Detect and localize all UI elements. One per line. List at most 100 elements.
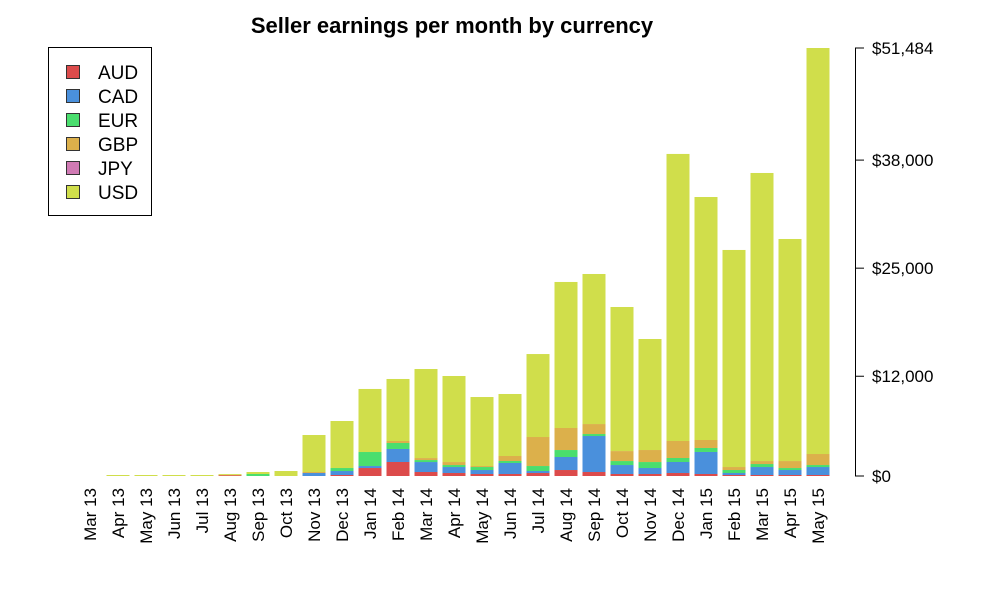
bar-aud-apr-14 (442, 473, 466, 476)
x-tick-label: Oct 13 (277, 488, 296, 538)
bar-usd-apr-13 (106, 475, 130, 476)
bar-usd-dec-14 (666, 153, 690, 442)
bar-usd-aug-13 (218, 474, 242, 475)
bar-aud-mar-14 (414, 472, 438, 476)
bar-cad-feb-15 (722, 473, 746, 476)
y-tick-label: $38,000 (872, 151, 933, 170)
legend: AUD CAD EUR GBP JPY USD (48, 47, 152, 216)
bar-usd-nov-14 (638, 338, 662, 451)
bar-cad-nov-14 (638, 468, 662, 475)
x-tick-label: Jun 14 (501, 488, 520, 539)
x-tick-label: Jul 14 (529, 488, 548, 533)
bar-gbp-feb-15 (722, 467, 746, 471)
bar-usd-mar-15 (750, 172, 774, 462)
bar-aud-oct-14 (610, 474, 634, 476)
bar-cad-mar-14 (414, 462, 438, 473)
bar-usd-aug-14 (554, 281, 578, 428)
bar-aud-jan-15 (694, 474, 718, 476)
bar-cad-jul-14 (526, 471, 550, 474)
bar-gbp-oct-14 (610, 451, 634, 462)
legend-swatch-jpy (66, 161, 80, 175)
legend-label-usd: USD (98, 183, 138, 204)
bar-aud-aug-14 (554, 470, 578, 476)
bar-aud-nov-14 (638, 474, 662, 476)
bar-cad-jun-14 (498, 462, 522, 475)
bar-usd-apr-14 (442, 375, 466, 463)
bar-eur-apr-14 (442, 465, 466, 468)
x-tick-label: Dec 14 (669, 488, 688, 542)
bar-aud-feb-15 (722, 475, 746, 476)
bar-aud-apr-15 (778, 475, 802, 476)
bar-eur-oct-14 (610, 461, 634, 466)
x-tick-label: Jun 13 (165, 488, 184, 539)
bar-usd-may-13 (134, 475, 158, 476)
bar-eur-mar-15 (750, 464, 774, 468)
x-axis-labels: Mar 13 Apr 13 May 13 Jun 13 Jul 13 Aug 13 Sep … (81, 488, 828, 544)
x-tick-label: Dec 13 (333, 488, 352, 542)
bar-gbp-aug-14 (554, 427, 578, 451)
bar-aud-jun-14 (498, 474, 522, 476)
bar-aud-mar-15 (750, 475, 774, 476)
x-tick-label: Apr 13 (109, 488, 128, 538)
y-axis: $0 $12,000 $25,000 $38,000 $51,484 (855, 39, 933, 486)
legend-swatch-usd (66, 185, 80, 199)
x-tick-label: Sep 13 (249, 488, 268, 542)
bar-gbp-jun-14 (498, 456, 522, 461)
bar-cad-mar-15 (750, 467, 774, 476)
x-tick-label: May 14 (473, 488, 492, 544)
bar-eur-jul-14 (526, 466, 550, 472)
bar-eur-jan-14 (358, 452, 382, 467)
legend-swatch-cad (66, 89, 80, 103)
bar-gbp-may-15 (806, 454, 830, 466)
bar-eur-dec-13 (330, 468, 354, 472)
bar-cad-apr-14 (442, 467, 466, 474)
x-tick-label: Mar 15 (753, 488, 772, 541)
x-tick-label: May 13 (137, 488, 156, 544)
bar-gbp-aug-13 (218, 474, 242, 476)
x-tick-label: Oct 14 (613, 488, 632, 538)
bar-aud-sep-14 (582, 472, 606, 476)
legend-label-cad: CAD (98, 87, 138, 108)
bar-aud-aug-13 (218, 475, 242, 476)
x-tick-label: Apr 15 (781, 488, 800, 538)
bar-cad-may-14 (470, 470, 494, 475)
x-tick-label: Nov 14 (641, 488, 660, 542)
bar-usd-dec-13 (330, 421, 354, 469)
bar-eur-feb-14 (386, 442, 410, 449)
bar-cad-nov-13 (302, 473, 326, 476)
bar-usd-jan-14 (358, 388, 382, 453)
bar-gbp-apr-14 (442, 462, 466, 466)
bar-usd-mar-14 (414, 369, 438, 459)
bar-eur-mar-14 (414, 460, 438, 463)
x-tick-label: Feb 14 (389, 488, 408, 541)
bar-cad-dec-13 (330, 471, 354, 476)
y-tick-label: $12,000 (872, 367, 933, 386)
bar-aud-dec-14 (666, 473, 690, 476)
bar-gbp-mar-14 (414, 458, 438, 461)
legend-swatch-gbp (66, 137, 80, 151)
y-tick-label: $25,000 (872, 259, 933, 278)
bar-cad-jan-15 (694, 451, 718, 475)
x-tick-label: Aug 13 (221, 488, 240, 542)
x-tick-label: Mar 14 (417, 488, 436, 541)
bar-usd-feb-15 (722, 249, 746, 468)
bar-aud-may-14 (470, 474, 494, 476)
legend-label-jpy: JPY (98, 159, 133, 180)
bar-cad-apr-15 (778, 470, 802, 476)
bar-gbp-sep-14 (582, 424, 606, 435)
bar-eur-aug-14 (554, 450, 578, 458)
y-tick-label: $51,484 (872, 39, 933, 58)
legend-label-eur: EUR (98, 111, 138, 132)
bar-cad-feb-14 (386, 448, 410, 462)
legend-box (48, 47, 152, 216)
bar-eur-nov-14 (638, 462, 662, 469)
legend-swatch-aud (66, 65, 80, 79)
bar-usd-nov-13 (302, 435, 326, 473)
bar-usd-oct-13 (274, 471, 298, 476)
legend-swatch-eur (66, 113, 80, 127)
bar-aud-jul-14 (526, 473, 550, 476)
bar-eur-jun-14 (498, 460, 522, 463)
bar-usd-sep-14 (582, 273, 606, 425)
x-tick-label: May 15 (809, 488, 828, 544)
